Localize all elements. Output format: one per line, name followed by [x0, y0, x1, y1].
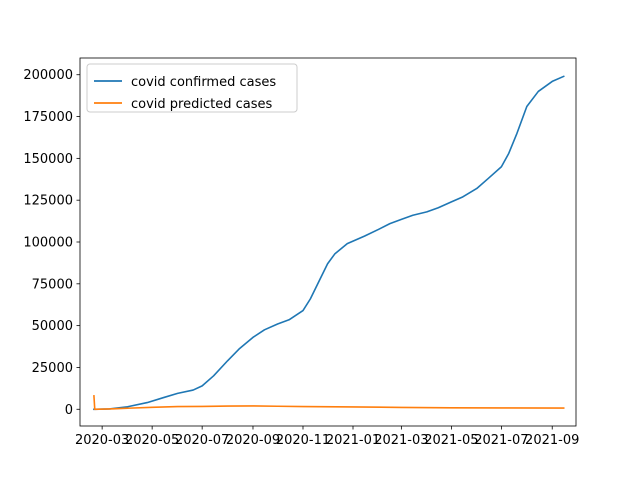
y-tick-label: 150000: [23, 152, 73, 167]
x-tick-label: 2021-07: [474, 433, 528, 448]
x-tick-label: 2020-07: [175, 433, 229, 448]
x-tick-label: 2021-05: [424, 433, 478, 448]
x-tick-label: 2020-03: [75, 433, 129, 448]
series-line-confirmed: [93, 75, 565, 411]
y-tick-label: 50000: [32, 319, 73, 334]
y-tick-label: 175000: [23, 110, 73, 125]
x-tick-label: 2021-03: [374, 433, 428, 448]
y-tick-label: 75000: [32, 277, 73, 292]
x-tick-label: 2020-11: [276, 433, 330, 448]
legend-label: covid confirmed cases: [131, 75, 276, 90]
plot-area: [93, 75, 565, 411]
y-tick-label: 25000: [32, 361, 73, 376]
y-tick-label: 125000: [23, 194, 73, 209]
y-tick-label: 100000: [23, 236, 73, 251]
y-tick-label: 0: [65, 403, 73, 418]
x-tick-label: 2021-01: [326, 433, 380, 448]
x-tick-label: 2020-09: [226, 433, 280, 448]
y-tick-label: 200000: [23, 68, 73, 83]
x-tick-label: 2020-05: [125, 433, 179, 448]
axes: 0 25000 50000 75000 100000 125000 150000 175000…: [23, 57, 579, 448]
legend-label: covid predicted cases: [131, 97, 272, 112]
legend-box: [86, 63, 298, 113]
x-tick-label: 2021-09: [525, 433, 579, 448]
series-line-predicted: [93, 395, 565, 411]
legend: covid confirmed cases covid predicted cas…: [86, 63, 298, 113]
